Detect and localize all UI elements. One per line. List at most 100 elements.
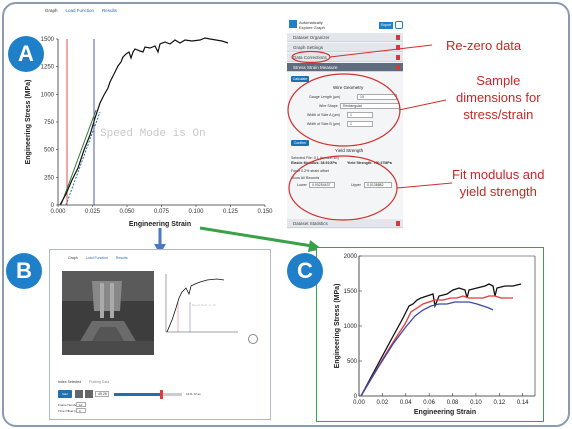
width-a-input[interactable]: 1 <box>347 112 373 118</box>
y-tick-label: 1000 <box>344 324 358 330</box>
rezero-ellipse <box>291 50 331 64</box>
x-tick-label: 0.000 <box>50 209 66 215</box>
panel-c-ylabel: Engineering Stress (MPa) <box>334 284 341 369</box>
x-tick-label: 0.02 <box>377 400 389 406</box>
panel-b-chart: Speed Mode is On <box>165 274 238 333</box>
tab-load-function[interactable]: Load Function <box>65 8 95 13</box>
sem-image <box>62 271 154 355</box>
panel-c-xlabel: Engineering Strain <box>414 409 476 416</box>
panel-b-bottom-tabs: Index Selected Plotting Data <box>58 380 109 384</box>
elastic-modulus-text: Elastic Modulus: 38.91GPa <box>291 161 337 165</box>
x-tick-label: 0.14 <box>517 400 529 406</box>
width-b-label: Width of Side B (μm) <box>307 122 341 126</box>
frame-rate-input[interactable]: 10 <box>76 402 86 407</box>
callout-sample-line2: dimensions for <box>456 90 541 105</box>
frame-rate-label: Frame Number <box>58 403 79 407</box>
x-tick-label: 0.04 <box>400 400 412 406</box>
wire-shape-label: Wire Shape <box>319 104 338 108</box>
section-data-corrections[interactable]: Data Corrections <box>287 53 403 62</box>
badge-a: A <box>8 36 44 72</box>
zoom-icon[interactable] <box>248 334 258 344</box>
app-title-line1: Automatically <box>299 20 323 25</box>
width-b-input[interactable]: 1 <box>347 121 373 127</box>
upper-input[interactable]: 0.0138882 <box>364 182 392 188</box>
x-tick-label: 0.125 <box>223 209 239 215</box>
selected-file-text: Selected File: 0.1 (tension 1b) <box>291 156 339 160</box>
section-dataset-statistics[interactable]: Dataset Statistics <box>287 219 403 228</box>
arrow-a-to-c <box>199 226 313 248</box>
x-tick-label: 0.050 <box>119 209 135 215</box>
step-forward-icon[interactable] <box>85 390 93 398</box>
x-tick-label: 0.06 <box>423 400 435 406</box>
video-slider-handle[interactable] <box>160 390 163 399</box>
y-tick-label: 1000 <box>41 92 55 98</box>
y-tick-label: 2000 <box>344 254 358 260</box>
y-tick-label: 1500 <box>344 289 358 295</box>
y-tick-label: 1250 <box>41 65 55 71</box>
x-tick-label: 0.075 <box>154 209 170 215</box>
sidebar-header: Automatically Explore Graph Export <box>287 17 403 33</box>
frame-input[interactable]: 45.28 <box>95 391 109 397</box>
section-label: Stress Strain Measure <box>293 65 338 70</box>
x-tick-label: 0.025 <box>85 209 101 215</box>
lower-input[interactable]: 0.00254437 <box>309 182 335 188</box>
pin-icon[interactable] <box>396 35 400 40</box>
pin-icon[interactable] <box>396 65 400 70</box>
export-button[interactable]: Export <box>379 22 393 29</box>
pin-icon[interactable] <box>396 221 400 226</box>
video-progress-filled <box>114 393 162 396</box>
section-label: Dataset Organizer <box>293 35 330 40</box>
time-offset-label: Time Offset (s) <box>58 409 78 413</box>
callout-sample-line3: stress/strain <box>463 107 534 122</box>
offset-line <box>65 111 101 206</box>
x-tick-label: 0.12 <box>493 400 505 406</box>
show-all-checkbox[interactable]: Show All Records <box>291 176 320 180</box>
tab-results[interactable]: Results <box>102 8 118 13</box>
badge-b: B <box>6 253 42 289</box>
panel-a-tabs: Graph Load Function Results <box>45 8 117 13</box>
tab-index-selected[interactable]: Index Selected <box>58 380 82 384</box>
pin-icon[interactable] <box>396 55 400 60</box>
panel-b-watermark: Speed Mode is On <box>192 304 217 307</box>
section-label: Graph Settings <box>293 45 324 50</box>
time-offset-input[interactable]: 0 <box>76 408 86 413</box>
tab-graph[interactable]: Graph <box>45 8 58 13</box>
panel-a-xlabel: Engineering Strain <box>129 221 191 228</box>
tab-plotting-data[interactable]: Plotting Data <box>89 380 110 384</box>
y-tick-label: 250 <box>44 175 55 181</box>
panel-a-ylabel: Engineering Stress (MPa) <box>25 80 32 165</box>
video-progress-track <box>162 393 182 396</box>
step-back-icon[interactable] <box>75 390 83 398</box>
section-stress-strain[interactable]: Stress Strain Measure <box>287 63 403 72</box>
black-curve <box>360 283 522 397</box>
wire-geometry-heading: Wire Geometry <box>333 85 364 90</box>
lower-label: Lower <box>297 183 307 187</box>
panel-b: Graph Load Function Results Speed Mode i… <box>49 249 271 420</box>
speed-mode-watermark: Speed Mode is On <box>100 128 206 140</box>
app-logo-icon <box>289 20 297 28</box>
callout-fit: Fit modulus and yield strength <box>452 166 545 200</box>
confirm-button[interactable]: Confirm <box>291 140 309 146</box>
sidebar-panel: Automatically Explore Graph Export Datas… <box>287 17 403 229</box>
section-graph-settings[interactable]: Graph Settings <box>287 43 403 52</box>
dimensions-ellipse <box>287 73 401 147</box>
pin-icon[interactable] <box>396 45 400 50</box>
x-tick-label: 0.10 <box>470 400 482 406</box>
upper-label: Upper <box>351 183 361 187</box>
settings-icon[interactable] <box>395 21 403 29</box>
callout-sample-line1: Sample <box>476 73 521 88</box>
yield-strength-text: Yield Strength: 780.37MPa <box>347 161 392 165</box>
calculate-button[interactable]: Calculate <box>291 76 309 82</box>
time-counter: 1371.72 ks <box>186 392 201 396</box>
tab-graph[interactable]: Graph <box>68 256 78 260</box>
section-dataset-organizer[interactable]: Dataset Organizer <box>287 33 403 42</box>
start-video-button[interactable]: Start Video <box>58 390 72 404</box>
panel-c: 0 500 1000 1500 2000 0.00 0.02 0.04 0.06 0.08 0.1… <box>316 247 544 422</box>
tab-results[interactable]: Results <box>115 256 128 260</box>
x-tick-label: 0.150 <box>257 209 273 215</box>
force-offset-checkbox[interactable]: Force 0.2% strain offset <box>291 169 329 173</box>
yield-strength-heading: Yield Strength <box>335 148 364 153</box>
tab-load-function[interactable]: Load Function <box>85 256 108 260</box>
